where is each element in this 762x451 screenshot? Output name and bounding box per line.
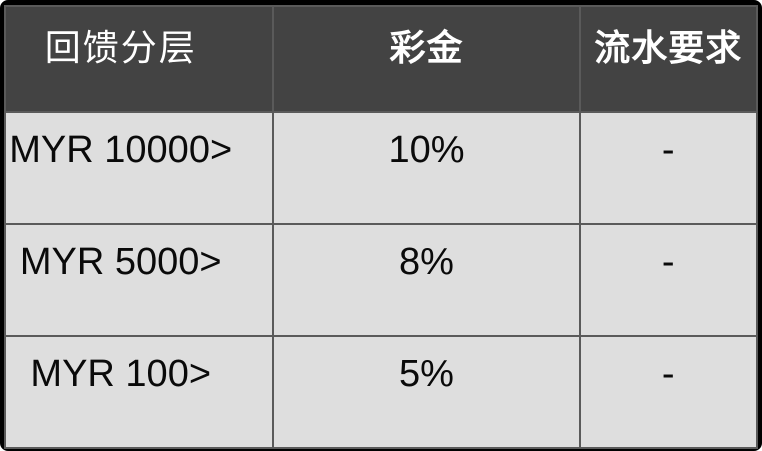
tier-cell: MYR 5000> xyxy=(3,223,275,337)
bonus-cell: 10% xyxy=(272,111,581,225)
column-header-bonus: 彩金 xyxy=(272,5,581,113)
table-row: MYR 100> 5% - xyxy=(3,335,759,449)
turnover-cell: - xyxy=(578,335,759,449)
table-row: MYR 5000> 8% - xyxy=(3,223,759,337)
turnover-cell: - xyxy=(578,223,759,337)
table-header: 回馈分层 彩金 流水要求 xyxy=(3,5,759,113)
bonus-cell: 8% xyxy=(272,223,581,337)
tier-cell: MYR 100> xyxy=(3,335,275,449)
bonus-cell: 5% xyxy=(272,335,581,449)
tier-cell: MYR 10000> xyxy=(3,111,275,225)
header-row: 回馈分层 彩金 流水要求 xyxy=(3,5,759,113)
column-header-turnover-required: 流水要求 xyxy=(578,5,759,113)
table-row: MYR 10000> 10% - xyxy=(3,111,759,225)
turnover-cell: - xyxy=(578,111,759,225)
column-header-rebate-tier: 回馈分层 xyxy=(3,5,275,113)
rebate-table: 回馈分层 彩金 流水要求 MYR 10000> 10% - MYR 5000> … xyxy=(3,5,759,449)
table-body: MYR 10000> 10% - MYR 5000> 8% - MYR 100>… xyxy=(3,111,759,449)
